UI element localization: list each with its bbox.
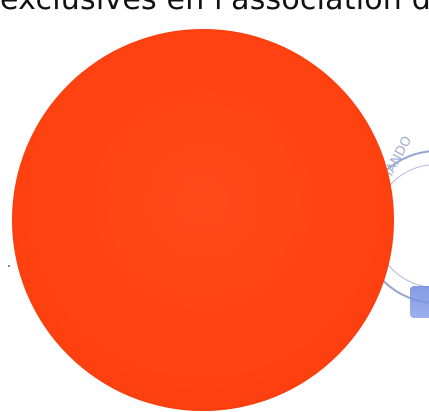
red-disc-shape bbox=[12, 29, 394, 411]
cropped-header-text: exclusives en l'association de Film bbox=[0, 0, 429, 17]
blue-stamp-mark bbox=[410, 286, 429, 318]
ink-speck bbox=[8, 265, 10, 267]
